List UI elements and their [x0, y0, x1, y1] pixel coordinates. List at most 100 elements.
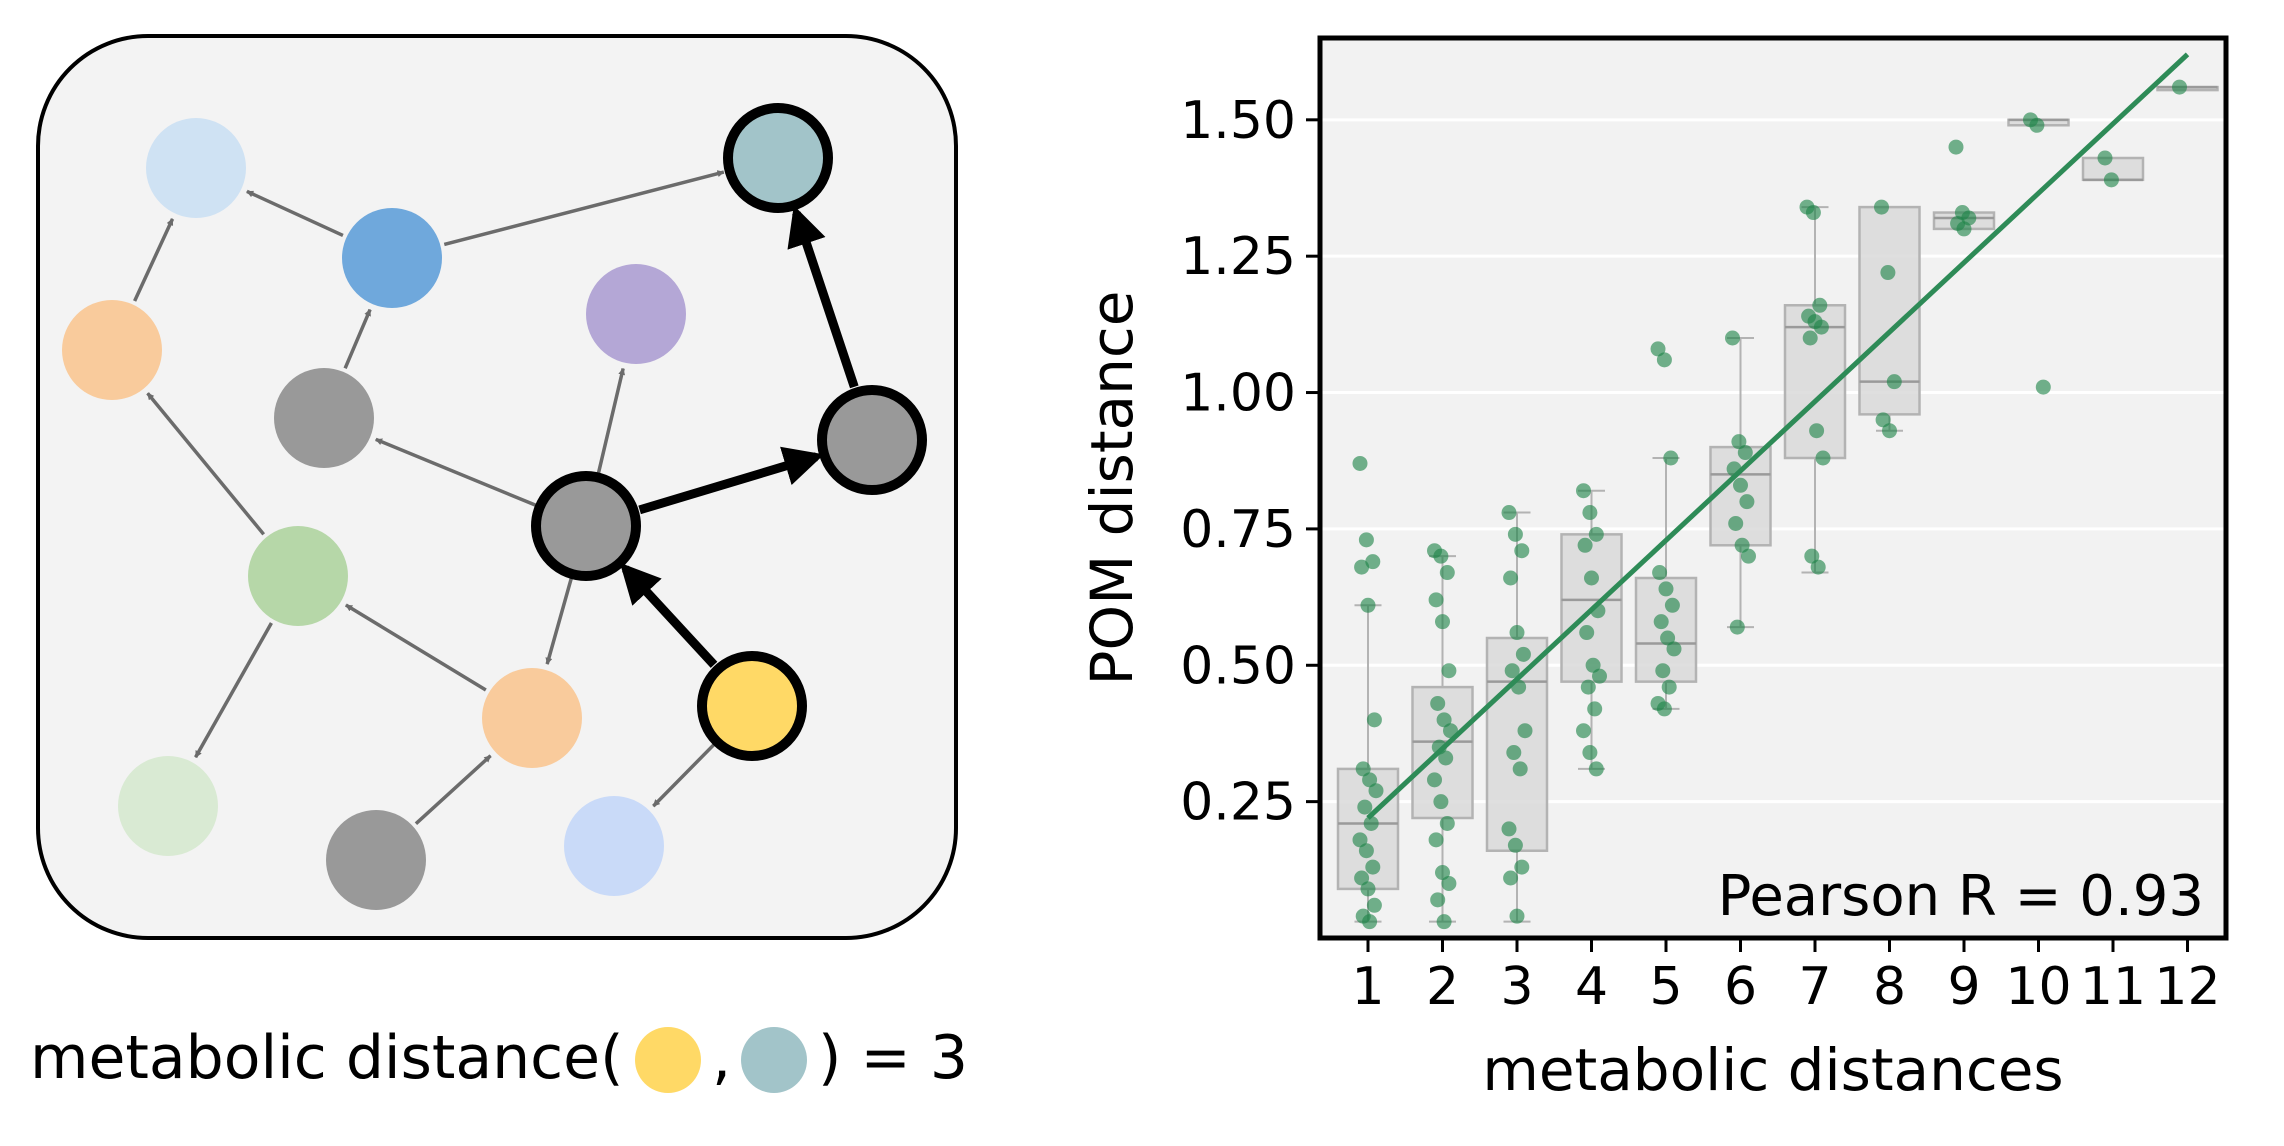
x-tick-label-9: 9 [1947, 957, 1980, 1017]
x-tick-label-12: 12 [2154, 957, 2220, 1017]
point-5-9 [1655, 663, 1671, 679]
y-tick-label-0.75: 0.75 [1180, 500, 1296, 560]
box-plot: 0.250.500.751.001.251.50 1 2 3 4 5 6 7 8 9 10 11 12… [1078, 35, 2229, 1104]
plot-frame [1317, 35, 2229, 941]
point-6-6 [1728, 515, 1744, 531]
edge-orange-lower-to-green [344, 603, 487, 692]
point-4-11 [1576, 723, 1591, 739]
point-2-14 [1428, 832, 1444, 848]
point-6-0 [1725, 330, 1740, 346]
point-1-7 [1362, 772, 1378, 788]
edge-gray-upper-to-blue [343, 308, 372, 369]
point-2-3 [1428, 592, 1444, 608]
point-3-0 [1501, 505, 1517, 521]
box-8 [1858, 205, 1921, 432]
edge-yellow-source-to-periwinkle [652, 743, 716, 808]
point-4-10 [1587, 701, 1603, 717]
node-gray-right [817, 385, 927, 495]
point-3-14 [1503, 870, 1519, 886]
point-3-4 [1509, 625, 1525, 641]
point-1-9 [1357, 799, 1373, 815]
node-teal-target [723, 103, 833, 213]
point-1-5 [1366, 712, 1382, 728]
caption-separator: , [712, 1023, 731, 1093]
edge-green-to-light-green [194, 622, 273, 759]
point-7-7 [1809, 423, 1825, 439]
network-edges [133, 170, 859, 825]
point-5-4 [1658, 581, 1674, 597]
point-4-13 [1588, 761, 1604, 777]
x-tick-label-2: 2 [1426, 957, 1459, 1017]
point-3-3 [1503, 570, 1519, 586]
point-1-4 [1360, 597, 1376, 613]
point-4-3 [1577, 537, 1593, 553]
point-9-0 [1948, 139, 1964, 155]
network-nodes [62, 103, 927, 910]
node-light-blue [146, 118, 246, 218]
point-7-2 [1812, 297, 1828, 313]
edge-gray-bottom-to-orange-lower [414, 754, 492, 825]
point-1-16 [1366, 897, 1382, 913]
node-light-green [118, 756, 218, 856]
point-5-7 [1660, 630, 1676, 646]
point-4-2 [1588, 526, 1604, 542]
node-gray-bottom [326, 810, 426, 910]
node-gray-center [531, 471, 641, 581]
y-axis-ticks: 0.25 0.50 0.75 1.00 1.25 1.50 [1180, 91, 1320, 833]
x-tick-label-6: 6 [1724, 957, 1757, 1017]
box-12 [2156, 85, 2219, 92]
point-4-6 [1579, 625, 1595, 641]
point-9-4 [1956, 221, 1972, 237]
point-3-11 [1501, 821, 1517, 837]
point-2-17 [1430, 892, 1446, 908]
point-2-7 [1436, 712, 1452, 728]
point-1-2 [1365, 554, 1381, 570]
point-5-2 [1663, 450, 1679, 466]
y-tick-label-1.25: 1.25 [1180, 227, 1296, 287]
point-1-1 [1358, 532, 1374, 548]
point-7-1 [1805, 205, 1821, 221]
edge-blue-to-light-blue [246, 189, 344, 238]
point-1-11 [1352, 832, 1368, 848]
point-4-0 [1576, 483, 1591, 499]
x-axis-ticks: 1 2 3 4 5 6 7 8 9 10 11 12 [1351, 938, 2221, 1017]
edge-gray-center-to-gray-upper [375, 437, 537, 508]
y-tick-label-1.00: 1.00 [1180, 364, 1296, 424]
point-5-3 [1652, 565, 1668, 581]
x-tick-label-8: 8 [1873, 957, 1906, 1017]
point-2-4 [1435, 614, 1450, 630]
point-8-3 [1875, 412, 1891, 428]
x-tick-label-5: 5 [1649, 957, 1682, 1017]
point-10-2 [2035, 379, 2051, 395]
node-green [248, 526, 348, 626]
node-purple [586, 264, 686, 364]
point-1-12 [1358, 843, 1374, 859]
point-11-0 [2097, 150, 2113, 166]
x-axis-label: metabolic distances [1482, 1036, 2063, 1104]
node-yellow-source [697, 651, 807, 761]
caption-prefix: metabolic distance( [30, 1023, 624, 1093]
point-3-12 [1507, 837, 1523, 853]
fit-line [1366, 52, 2190, 820]
path-edge-yellow-source-to-gray-center [619, 562, 718, 668]
point-2-18 [1436, 914, 1452, 930]
edge-blue-to-teal-target [443, 170, 725, 247]
point-1-13 [1365, 859, 1381, 875]
point-8-1 [1880, 265, 1896, 281]
node-blue [342, 208, 442, 308]
caption-suffix: ) = 3 [818, 1023, 968, 1093]
point-6-1 [1731, 434, 1747, 450]
path-edge-gray-right-to-teal-target [787, 205, 859, 389]
edge-orange-left-to-light-blue [133, 218, 175, 302]
point-3-5 [1515, 646, 1531, 662]
point-2-1 [1433, 548, 1449, 564]
point-5-5 [1664, 597, 1680, 613]
point-5-12 [1656, 701, 1672, 717]
point-3-2 [1514, 543, 1530, 559]
fit-line-group [1366, 52, 2190, 820]
point-12-0 [2172, 79, 2187, 95]
point-6-9 [1729, 619, 1745, 635]
point-6-8 [1741, 548, 1756, 564]
point-4-7 [1585, 657, 1601, 673]
y-tick-label-0.50: 0.50 [1180, 636, 1296, 696]
